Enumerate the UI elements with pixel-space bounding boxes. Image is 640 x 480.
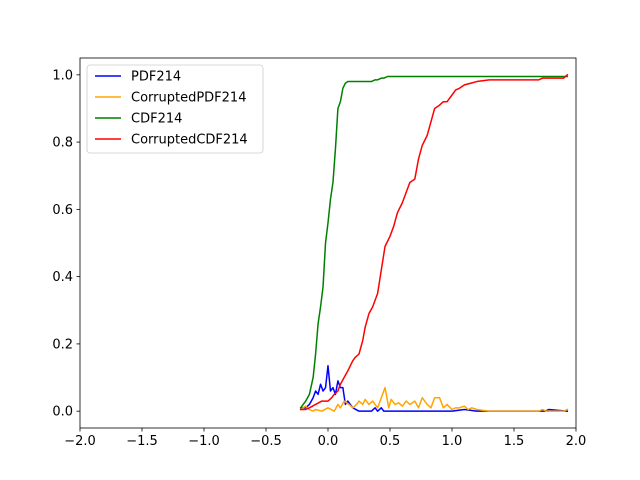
series-line-pdf214 [299,365,569,412]
y-tick-label: 0.0 [52,405,73,420]
x-tick-label: −2.0 [64,434,96,449]
legend-label-cdf214: CDF214 [131,112,182,127]
x-tick-label: −1.0 [188,434,220,449]
y-tick-label: 1.0 [52,68,73,83]
legend-label-corruptedpdf214: CorruptedPDF214 [131,91,246,106]
series-line-cdf214 [299,75,569,409]
series-line-corruptedpdf214 [299,386,569,412]
legend-box [86,64,264,154]
x-tick-label: −1.5 [126,434,158,449]
x-tick-label: 0.5 [380,434,401,449]
y-tick-label: 0.2 [52,337,73,352]
y-tick-label: 0.6 [52,203,73,218]
y-tick-label: 0.4 [52,270,73,285]
x-tick-label: 1.0 [442,434,463,449]
legend-label-pdf214: PDF214 [131,70,181,85]
legend-label-corruptedcdf214: CorruptedCDF214 [131,133,248,148]
x-tick-label: 2.0 [566,434,587,449]
x-tick-label: −0.5 [250,434,282,449]
series-layer [299,73,569,412]
x-tick-label: 0.0 [318,434,339,449]
series-line-corruptedcdf214 [299,73,569,411]
y-tick-label: 0.8 [52,136,73,151]
axes-layer: −2.0 −1.5 −1.0 −0.5 0.0 0.5 1.0 1.5 2.0 0.0 0.2 0.4… [52,57,587,449]
x-tick-label: 1.5 [504,434,525,449]
legend: PDF214 CorruptedPDF214 CDF214 CorruptedCDF2… [86,64,264,154]
